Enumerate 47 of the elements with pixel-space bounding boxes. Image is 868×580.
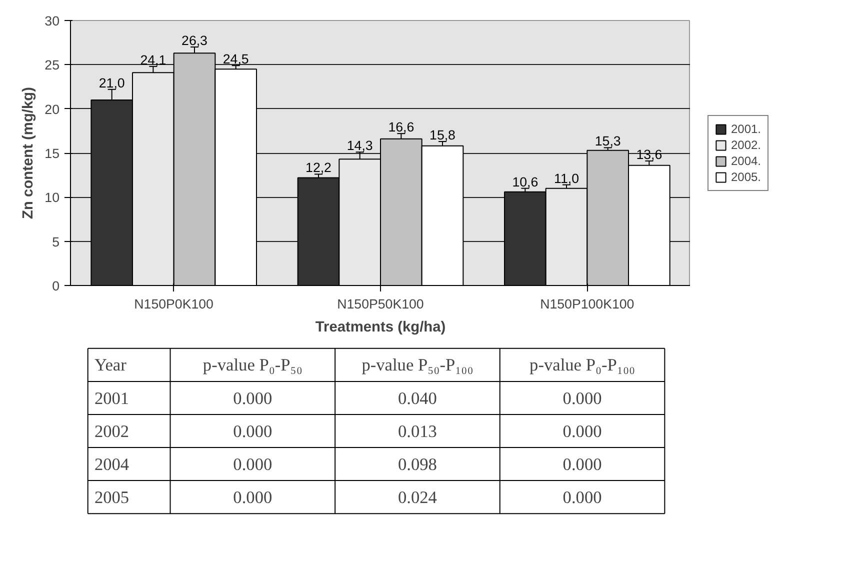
x-tick-label: N150P50K100 [337, 296, 424, 312]
text: 0.024 [398, 488, 438, 508]
text: 0.040 [398, 388, 437, 408]
text: 2004 [94, 455, 130, 474]
text: 2001 [94, 388, 130, 408]
legend-label: 2004. [730, 154, 762, 168]
y-tick-label: 25 [44, 58, 60, 73]
text: 0.000 [233, 488, 272, 508]
text: 0.000 [562, 422, 602, 441]
y-tick-label: 20 [44, 102, 60, 117]
data-label: 24,5 [222, 52, 249, 67]
y-tick-label: 15 [44, 146, 60, 161]
text: 2005 [94, 488, 130, 508]
y-tick-label: 30 [44, 14, 60, 28]
text: p-value P₅₀-P₁₀₀ [362, 355, 474, 374]
legend-label: 2005. [730, 170, 762, 184]
y-axis-title: Zn content (mg/kg) [20, 86, 37, 219]
text: 0.000 [562, 488, 602, 508]
data-label: 15,8 [430, 128, 456, 143]
data-label: 12,2 [306, 160, 332, 176]
text: 0.000 [233, 455, 272, 474]
data-label: 15,3 [594, 134, 621, 149]
text: 0.013 [398, 422, 437, 441]
y-tick-label: 5 [52, 234, 60, 250]
text: 0.000 [562, 455, 602, 474]
y-tick-label: 10 [44, 190, 60, 206]
data-label: 24,1 [140, 52, 166, 68]
text: 0.000 [233, 422, 272, 441]
text: 0.000 [562, 388, 602, 408]
text: 2002 [94, 422, 130, 441]
text: Year [94, 355, 127, 374]
legend-label: 2001. [730, 122, 762, 136]
text: 0.000 [233, 388, 272, 408]
data-label: 21,0 [98, 75, 125, 90]
x-axis-title: Treatments (kg/ha) [315, 320, 446, 336]
text: p-value P₀-P₅₀ [202, 355, 302, 374]
legend-label: 2002. [730, 138, 762, 152]
data-label: 26,3 [182, 33, 208, 48]
data-label: 11,0 [554, 170, 579, 186]
text: 0.098 [398, 455, 437, 474]
y-tick-label: 0 [52, 278, 60, 294]
data-label: 14,3 [346, 138, 373, 154]
text: p-value P₀-P₁₀₀ [530, 355, 636, 374]
data-label: 10,6 [512, 174, 538, 190]
data-label: 16,6 [388, 120, 414, 135]
x-tick-label: N150P100K100 [540, 296, 634, 312]
x-tick-label: N150P0K100 [134, 296, 214, 312]
